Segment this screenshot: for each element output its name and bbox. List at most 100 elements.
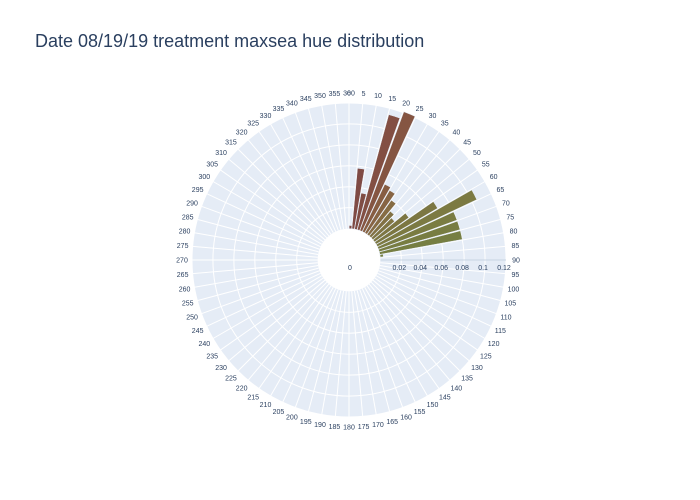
angular-tick-label: 40 bbox=[452, 130, 460, 137]
angular-tick-label: 5 bbox=[362, 91, 366, 98]
radial-tick-label: 0.1 bbox=[478, 265, 488, 272]
angular-tick-label: 195 bbox=[300, 419, 312, 426]
angular-tick-label: 315 bbox=[225, 139, 237, 146]
chart-title: Date 08/19/19 treatment maxsea hue distr… bbox=[35, 31, 425, 51]
angular-tick-label: 160 bbox=[400, 414, 412, 421]
angular-tick-label: 225 bbox=[225, 376, 237, 383]
angular-tick-label: 10 bbox=[374, 93, 382, 100]
hue-bar bbox=[370, 217, 395, 241]
angular-tick-label: 105 bbox=[504, 301, 516, 308]
angular-tick-label: 115 bbox=[495, 328, 506, 335]
radial-tick-label: 0.02 bbox=[393, 265, 407, 272]
angular-tick-label: 280 bbox=[179, 229, 191, 236]
hue-bar bbox=[354, 192, 367, 230]
angular-tick-label: 20 bbox=[402, 101, 410, 108]
angular-tick-label: 355 bbox=[329, 91, 341, 98]
hue-bar bbox=[379, 253, 384, 258]
angular-tick-label: 70 bbox=[502, 200, 510, 207]
hue-bar bbox=[359, 111, 416, 232]
angular-tick-label: 250 bbox=[186, 315, 198, 322]
angular-tick-label: 175 bbox=[358, 424, 370, 431]
hue-bar bbox=[364, 190, 396, 235]
angular-tick-label: 255 bbox=[182, 301, 194, 308]
hue-bar bbox=[362, 183, 391, 234]
angular-tick-label: 240 bbox=[199, 341, 211, 348]
radial-tick-label: 0.12 bbox=[497, 265, 511, 272]
angular-tick-label: 235 bbox=[206, 353, 218, 360]
polar-grid bbox=[191, 102, 507, 418]
angular-tick-label: 95 bbox=[511, 272, 519, 279]
angular-tick-label: 85 bbox=[511, 243, 519, 250]
angular-tick-label: 295 bbox=[192, 187, 204, 194]
hue-bar bbox=[356, 114, 401, 231]
angular-tick-label: 335 bbox=[273, 106, 285, 113]
angular-tick-label: 60 bbox=[490, 174, 498, 181]
angular-tick-label: 50 bbox=[473, 150, 481, 157]
angular-tick-label: 25 bbox=[416, 106, 424, 113]
angular-tick-label: 205 bbox=[273, 409, 285, 416]
angular-tick-label: 100 bbox=[508, 286, 520, 293]
angular-tick-label: 55 bbox=[482, 162, 490, 169]
hue-bar bbox=[378, 220, 461, 253]
radial-tick-label: 0.04 bbox=[413, 265, 427, 272]
angular-tick-label: 360 bbox=[343, 91, 355, 98]
angular-tick-label: 325 bbox=[247, 121, 259, 128]
angular-tick-label: 200 bbox=[286, 414, 298, 421]
angular-tick-label: 75 bbox=[506, 214, 514, 221]
angular-tick-label: 290 bbox=[186, 200, 198, 207]
hue-bar bbox=[374, 201, 438, 245]
hue-bar bbox=[351, 168, 365, 230]
angular-tick-label: 320 bbox=[236, 130, 248, 137]
angular-tick-label: 150 bbox=[427, 402, 439, 409]
angular-tick-label: 30 bbox=[429, 113, 437, 120]
angular-tick-label: 135 bbox=[461, 376, 473, 383]
angular-tick-label: 275 bbox=[177, 243, 189, 250]
angular-tick-label: 15 bbox=[388, 96, 396, 103]
angular-tick-label: 145 bbox=[439, 394, 451, 401]
hue-bar bbox=[375, 189, 478, 247]
radial-tick-label: 0 bbox=[348, 265, 352, 272]
angular-tick-label: 170 bbox=[372, 422, 384, 429]
angular-tick-label: 140 bbox=[451, 385, 463, 392]
bar-series bbox=[348, 111, 478, 258]
angular-tick-label: 285 bbox=[182, 214, 194, 221]
angular-tick-label: 220 bbox=[236, 385, 248, 392]
angular-tick-label: 110 bbox=[500, 315, 511, 322]
angular-tick-label: 65 bbox=[496, 187, 504, 194]
angular-tick-label: 190 bbox=[314, 422, 326, 429]
angular-tick-label: 35 bbox=[441, 121, 449, 128]
hue-bar bbox=[377, 211, 458, 250]
angular-tick-label: 120 bbox=[488, 341, 500, 348]
angular-tick-label: 45 bbox=[463, 139, 471, 146]
angular-tick-label: 90 bbox=[512, 258, 520, 265]
angular-tick-label: 260 bbox=[179, 286, 191, 293]
angular-tick-label: 215 bbox=[247, 394, 259, 401]
angular-tick-label: 125 bbox=[480, 353, 492, 360]
angular-tick-label: 245 bbox=[192, 328, 204, 335]
angular-tick-label: 265 bbox=[177, 272, 189, 279]
angular-tick-label: 165 bbox=[386, 419, 398, 426]
angular-tick-label: 230 bbox=[215, 365, 227, 372]
hue-bar bbox=[366, 199, 397, 237]
angular-tick-label: 210 bbox=[260, 402, 272, 409]
angular-tick-label: 0 bbox=[347, 91, 351, 98]
angular-tick-label: 300 bbox=[199, 174, 211, 181]
angular-tick-label: 310 bbox=[215, 150, 227, 157]
radial-tick-label: 0.06 bbox=[434, 265, 448, 272]
hue-bar bbox=[372, 212, 410, 243]
angular-tick-label: 270 bbox=[176, 258, 188, 265]
angular-tick-label: 330 bbox=[260, 113, 272, 120]
angular-tick-label: 345 bbox=[300, 96, 312, 103]
hue-bar bbox=[368, 210, 395, 239]
hue-bar bbox=[379, 230, 463, 255]
angular-tick-label: 180 bbox=[343, 425, 355, 432]
angular-tick-label: 80 bbox=[510, 229, 518, 236]
hue-bar bbox=[348, 225, 353, 229]
angular-tick-label: 185 bbox=[329, 424, 341, 431]
radial-tick-label: 0.08 bbox=[455, 265, 469, 272]
angular-tick-label: 155 bbox=[414, 409, 426, 416]
angular-tick-label: 340 bbox=[286, 101, 298, 108]
angular-tick-label: 130 bbox=[471, 365, 483, 372]
